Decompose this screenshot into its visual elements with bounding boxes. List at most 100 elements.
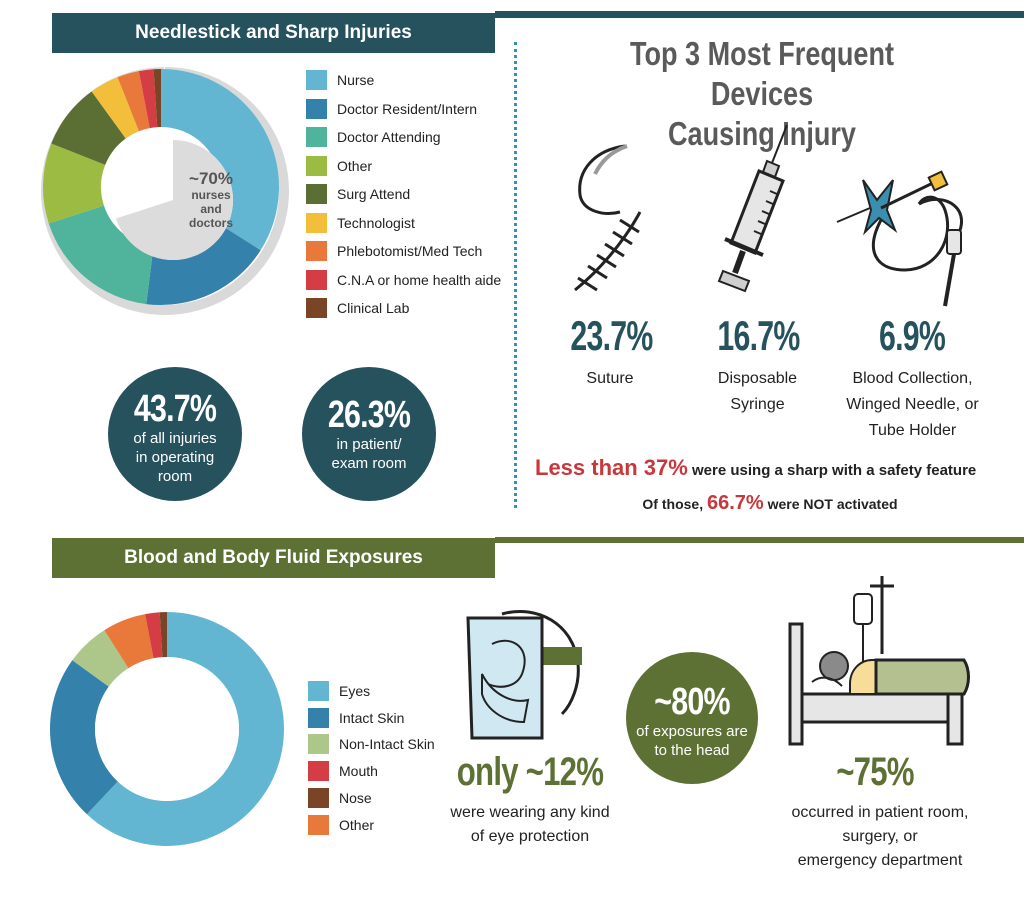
needlestick-legend: Nurse Doctor Resident/Intern Doctor Attend… <box>306 70 506 320</box>
legend-swatch <box>306 184 327 204</box>
nurses-doctors-share-highlight <box>115 140 233 260</box>
legend-swatch <box>306 269 327 290</box>
legend-swatch <box>306 241 327 261</box>
slice-c-n-a-or-home-health-aide <box>138 69 158 129</box>
device-label-line: Syringe <box>730 396 785 413</box>
device-percent: 23.7% <box>570 312 653 359</box>
legend-label: Doctor Attending <box>337 129 441 145</box>
stat-text: exam room <box>331 455 407 472</box>
head-exposure-stat: ~80% of exposures are to the head <box>626 652 758 784</box>
face-shield-icon <box>466 609 582 740</box>
device-label-line: Tube Holder <box>868 422 957 439</box>
operating-room-stat: 43.7% of all injuries in operating room <box>108 367 242 501</box>
stat-value: ~80% <box>654 681 730 723</box>
slice-other <box>104 614 154 669</box>
legend-label: Intact Skin <box>339 709 405 726</box>
device-percent: 6.9% <box>878 312 946 359</box>
legend-label: Nurse <box>337 72 375 88</box>
slice-phlebotomist-med-tech <box>117 71 150 132</box>
legend-label: Other <box>339 816 375 833</box>
legend-swatch <box>308 787 329 808</box>
device-percent: 16.7% <box>717 312 800 359</box>
slice-clinical-lab <box>153 69 161 128</box>
donut-hole <box>95 657 239 801</box>
legend-swatch <box>306 298 327 318</box>
legend-label: Phlebotomist/Med Tech <box>337 243 483 259</box>
stat-value: 43.7% <box>133 388 217 430</box>
hospital-bed-icon <box>788 576 970 746</box>
patient-room-exposure-stat: ~75% <box>836 750 914 794</box>
safety-percent: Less than 37% <box>535 455 688 480</box>
not-activated-note: Of those, 66.7% were NOT activated <box>535 492 1005 515</box>
legend-swatch <box>308 734 329 755</box>
eye-protection-stat: only ~12% <box>456 750 604 794</box>
patient-room-stat: 26.3% in patient/ exam room <box>302 367 436 501</box>
slice-nurse <box>161 69 279 251</box>
legend-label: Surg Attend <box>337 186 411 202</box>
stat-text: to the head <box>654 742 730 759</box>
legend-label: Mouth <box>339 763 378 780</box>
exposures-donut-chart <box>50 612 285 846</box>
stat-text: of all injuries <box>133 430 217 447</box>
note-percent: 66.7% <box>706 492 764 514</box>
legend-swatch <box>308 681 329 701</box>
legend-label: Technologist <box>337 214 415 231</box>
stat-text: room <box>157 468 193 485</box>
slice-eyes <box>86 612 285 846</box>
safety-text: were using a sharp with a safety feature <box>687 462 977 479</box>
slice-mouth <box>145 612 163 659</box>
slice-non-intact-skin <box>72 630 129 687</box>
device-label-line: Suture <box>586 370 634 387</box>
note-text: were <box>763 496 804 512</box>
legend-swatch <box>306 70 327 90</box>
legend-swatch <box>306 127 327 147</box>
section-title-exposures: Blood and Body Fluid Exposures <box>52 538 495 578</box>
text-line: emergency department <box>797 852 963 869</box>
device-label-line: Winged Needle, or <box>846 396 979 413</box>
text-line: were wearing any kind <box>450 804 610 821</box>
stat-text: in operating <box>135 449 215 466</box>
center-percent: ~70% <box>189 169 233 188</box>
device-label: Blood Collection, Winged Needle, or Tube… <box>835 366 990 444</box>
stat-text: of exposures are <box>636 723 748 740</box>
legend-label: Doctor Resident/Intern <box>337 100 478 117</box>
device-label-line: Blood Collection, <box>852 370 973 387</box>
devices-title-line: Top 3 Most Frequent Devices <box>629 35 895 112</box>
stat-text: in patient/ <box>336 436 402 453</box>
patient-room-exposure-text: occurred in patient room, surgery, or em… <box>760 801 1000 873</box>
text-line: of eye protection <box>470 828 590 845</box>
legend-label: Non-Intact Skin <box>339 736 435 753</box>
note-emphasis: NOT <box>803 496 833 512</box>
eye-protection-text: were wearing any kind of eye protection <box>420 801 640 849</box>
note-text: Of those, <box>642 496 707 512</box>
center-text-line: doctors <box>189 216 233 230</box>
legend-swatch <box>308 761 329 782</box>
center-text-line: nurses <box>191 188 231 202</box>
section-title-needlestick: Needlestick and Sharp Injuries <box>52 13 495 53</box>
legend-swatch <box>306 98 327 119</box>
legend-label: Eyes <box>339 683 371 699</box>
section-rule <box>495 537 1024 543</box>
devices-title-line: Causing Injury <box>668 115 856 152</box>
legend-swatch <box>308 707 329 728</box>
slice-technologist <box>91 77 139 139</box>
slice-surg-attend <box>51 91 126 165</box>
legend-swatch <box>306 155 327 176</box>
winged-needle-icon <box>836 170 963 307</box>
devices-title: Top 3 Most Frequent Devices Causing Inju… <box>580 34 944 154</box>
legend-label: Nose <box>339 789 372 806</box>
device-label-line: Disposable <box>717 370 798 387</box>
legend-swatch <box>306 212 327 233</box>
header-rule <box>495 11 1024 18</box>
slice-other <box>42 143 106 224</box>
safety-feature-note: Less than 37% were using a sharp with a … <box>535 455 1005 481</box>
needlestick-donut-chart: ~70% nurses and doctors <box>40 67 290 315</box>
text-line: occurred in patient room, <box>791 804 969 821</box>
center-text-line: and <box>200 202 221 216</box>
legend-swatch <box>308 814 329 835</box>
suture-icon <box>574 144 642 292</box>
device-label: Suture <box>555 366 665 392</box>
slice-nose <box>159 612 167 658</box>
legend-label: Other <box>337 157 373 174</box>
text-line: surgery, or <box>842 828 918 845</box>
